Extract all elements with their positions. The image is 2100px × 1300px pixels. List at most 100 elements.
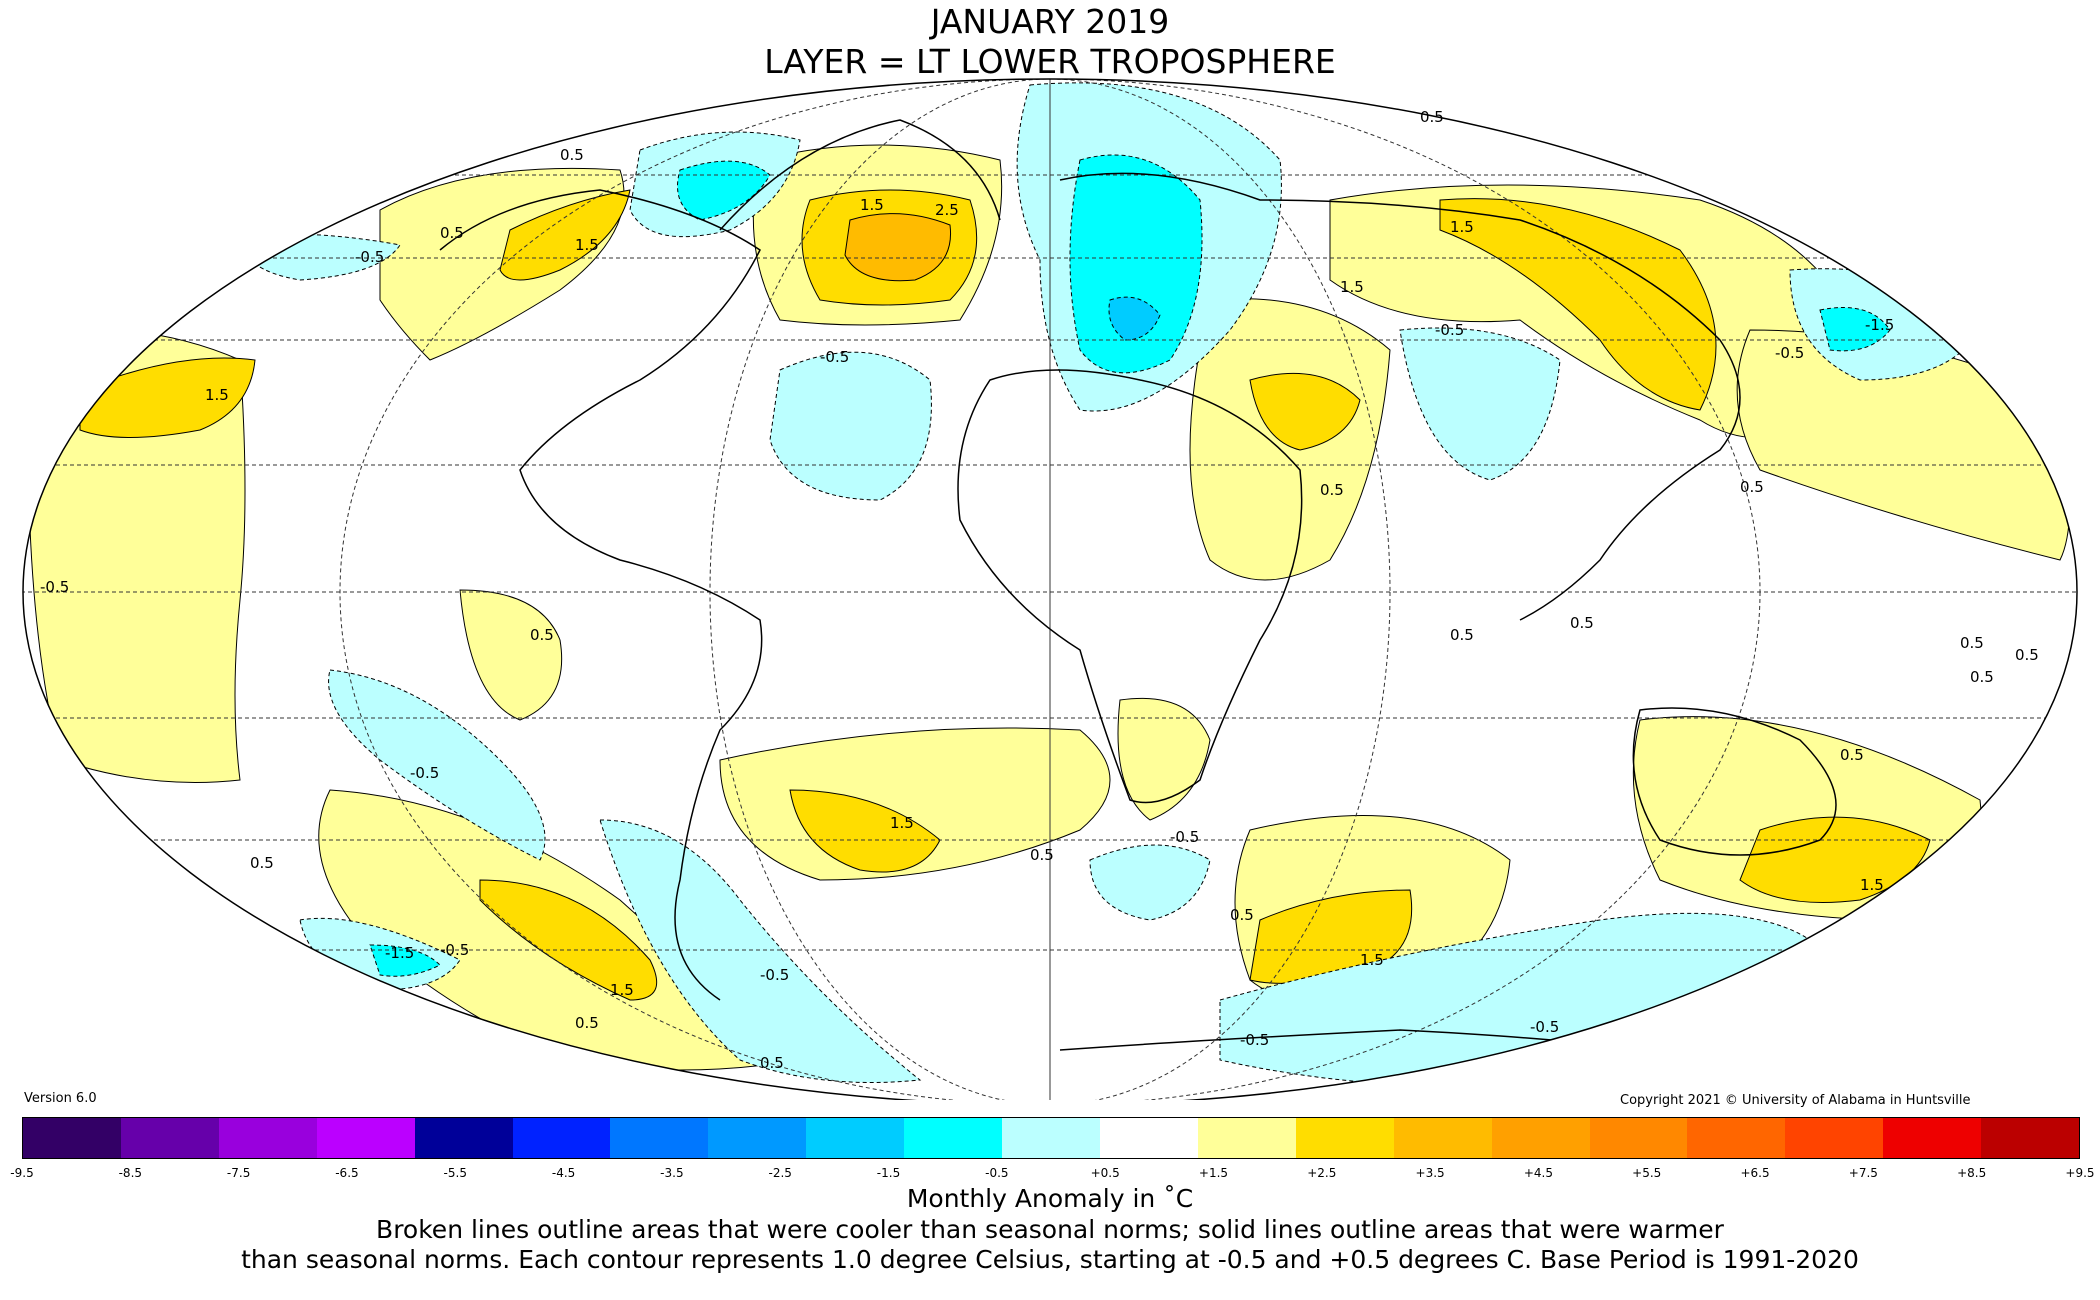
coastlines — [439, 119, 1837, 1061]
cool-region-south-america — [599, 819, 922, 1083]
warm-core-new-zealand — [1739, 816, 1931, 903]
warm-core-canada — [499, 189, 631, 281]
cool-core-south-pacific-west — [369, 944, 441, 977]
description-line-2: than seasonal norms. Each contour repres… — [241, 1245, 1859, 1274]
contour-label-india: -0.5 — [1435, 321, 1464, 339]
contour-label-north-pacific-core: -1.5 — [1865, 316, 1894, 334]
color-scale-tick-label: -0.5 — [985, 1166, 1009, 1180]
color-scale-segment — [1687, 1118, 1786, 1158]
color-scale-segment — [1785, 1118, 1884, 1158]
color-scale-tick-label: -9.5 — [10, 1166, 34, 1180]
warm-region-pacific-west — [27, 327, 246, 783]
color-scale-tick-label: -7.5 — [226, 1166, 251, 1180]
contour-label-pacific-west: 1.5 — [205, 386, 229, 404]
version-label: Version 6.0 — [24, 1091, 97, 1106]
contour-label-south-indian: -0.5 — [1170, 828, 1199, 846]
cool-region-east-pacific — [328, 669, 546, 861]
color-scale-segment — [708, 1118, 807, 1158]
color-scale-segment — [1491, 1118, 1590, 1158]
contour-label-central-pacific: 0.5 — [530, 626, 554, 644]
anomaly-regions — [27, 82, 2071, 1088]
description-line-1: Broken lines outline areas that were coo… — [376, 1215, 1724, 1244]
cool-region-india — [1399, 327, 1561, 481]
color-scale-tick-label: -1.5 — [876, 1166, 901, 1180]
color-scale-segment — [1197, 1118, 1296, 1158]
contour-label-north-pacific: -0.5 — [355, 248, 384, 266]
color-scale-segment — [120, 1118, 219, 1158]
contour-label-south-pacific-edge: -0.5 — [440, 941, 469, 959]
contour-label-middle-east: 1.5 — [1340, 278, 1364, 296]
cool-peak-balkans — [1108, 296, 1161, 341]
contour-label-pacific-east-2: 0.5 — [2015, 646, 2039, 664]
contour-label-southern-indian: 0.5 — [1230, 906, 1254, 924]
color-scale-segment — [1589, 1118, 1688, 1158]
color-scale-segment — [1393, 1118, 1492, 1158]
contour-label-antarctic-center: -0.5 — [1240, 1031, 1269, 1049]
cool-region-central-atlantic — [769, 351, 932, 501]
contour-label-canada-core: 1.5 — [575, 236, 599, 254]
warm-peak-north-atlantic — [844, 213, 952, 282]
color-scale-tick-label: +4.5 — [1523, 1166, 1553, 1180]
contour-label-new-zealand: 1.5 — [1860, 876, 1884, 894]
contour-label-central-asia: 1.5 — [1450, 218, 1474, 236]
color-scale-tick-label: +9.5 — [2065, 1166, 2095, 1180]
map-subtitle: LAYER = LT LOWER TROPOSPHERE — [764, 42, 1336, 81]
color-scale-tick-label: +8.5 — [1957, 1166, 1987, 1180]
color-scale-segment — [1099, 1118, 1198, 1158]
cool-core-greenland — [677, 160, 771, 221]
color-scale-tick-label: +1.5 — [1198, 1166, 1229, 1180]
color-scale-tick-label: -3.5 — [660, 1166, 684, 1180]
color-scale-segment — [1295, 1118, 1394, 1158]
map-title: JANUARY 2019 — [930, 2, 1170, 41]
warm-core-south-atlantic — [789, 789, 941, 873]
legend-title: Monthly Anomaly in ˚C — [906, 1184, 1194, 1213]
color-scale-tick-label: +3.5 — [1415, 1166, 1445, 1180]
contour-label-central-atlantic: -0.5 — [820, 348, 849, 366]
globe-outline — [22, 78, 2078, 1100]
color-scale-segment — [806, 1118, 905, 1158]
color-scale-segment — [610, 1118, 709, 1158]
color-scale-segment — [904, 1118, 1003, 1158]
color-scale-tick-label: +0.5 — [1090, 1166, 1120, 1180]
contour-label-south-pacific-core: -1.5 — [385, 944, 414, 962]
color-scale-segment — [1002, 1118, 1100, 1158]
warm-core-central-asia — [1439, 198, 1717, 411]
contour-label-africa: 0.5 — [1320, 481, 1344, 499]
contour-label-australia: 0.5 — [1840, 746, 1864, 764]
contour-label-atlantic-core: 1.5 — [860, 196, 884, 214]
contour-label-pacific-east-1: 0.5 — [1960, 634, 1984, 652]
color-scale-segment — [414, 1118, 513, 1158]
color-scale-segment — [512, 1118, 611, 1158]
contour-label-indian-ocean-west: 0.5 — [1450, 626, 1474, 644]
color-scale-ticks: -9.5 -8.5 -7.5 -6.5 -5.5 -4.5 -3.5 -2.5 -1.5 -0.5… — [10, 1166, 2094, 1182]
warm-region-central-pacific — [459, 589, 563, 721]
cool-region-south-indian — [1089, 844, 1211, 921]
contour-label-west-edge: -0.5 — [40, 578, 69, 596]
cool-core-europe — [1069, 154, 1203, 374]
contour-label-southeast-asia: 0.5 — [1740, 478, 1764, 496]
contour-label-south-pacific-south: 0.5 — [575, 1014, 599, 1032]
contour-label-south-pacific-warm: 1.5 — [610, 981, 634, 999]
contour-label-south-atlantic: 1.5 — [890, 814, 914, 832]
anomaly-map: 0.5 0.5 -0.5 1.5 1.5 2.5 0.5 1.5 1.5 -0.… — [22, 78, 2078, 1100]
contour-labels: 0.5 0.5 -0.5 1.5 1.5 2.5 0.5 1.5 1.5 -0.… — [40, 108, 2039, 1072]
copyright-label: Copyright 2021 © University of Alabama i… — [1620, 1093, 1971, 1108]
contour-label-north-america: 0.5 — [560, 146, 584, 164]
color-scale-tick-label: -5.5 — [443, 1166, 467, 1180]
contour-label-antarctic-west: 0.5 — [760, 1054, 784, 1072]
contour-label-southern-indian-core: 1.5 — [1360, 951, 1384, 969]
contour-label-pacific-east-3: 0.5 — [1970, 668, 1994, 686]
color-scale-tick-label: +6.5 — [1740, 1166, 1770, 1180]
color-scale-segment — [1883, 1118, 1982, 1158]
color-scale-tick-label: +7.5 — [1848, 1166, 1878, 1180]
color-scale-segment — [218, 1118, 317, 1158]
contour-label-south-america: -0.5 — [760, 966, 789, 984]
color-scale-segment — [316, 1118, 415, 1158]
color-scale-bar — [22, 1117, 2080, 1159]
color-scale-tick-label: -4.5 — [551, 1166, 576, 1180]
color-scale-tick-label: -2.5 — [768, 1166, 792, 1180]
warm-core-south-pacific — [479, 879, 658, 1001]
warm-core-pacific-west — [79, 357, 256, 438]
contour-label-north-pacific-asia: -0.5 — [1775, 344, 1804, 362]
contour-label-indian-ocean-east: 0.5 — [1570, 614, 1594, 632]
